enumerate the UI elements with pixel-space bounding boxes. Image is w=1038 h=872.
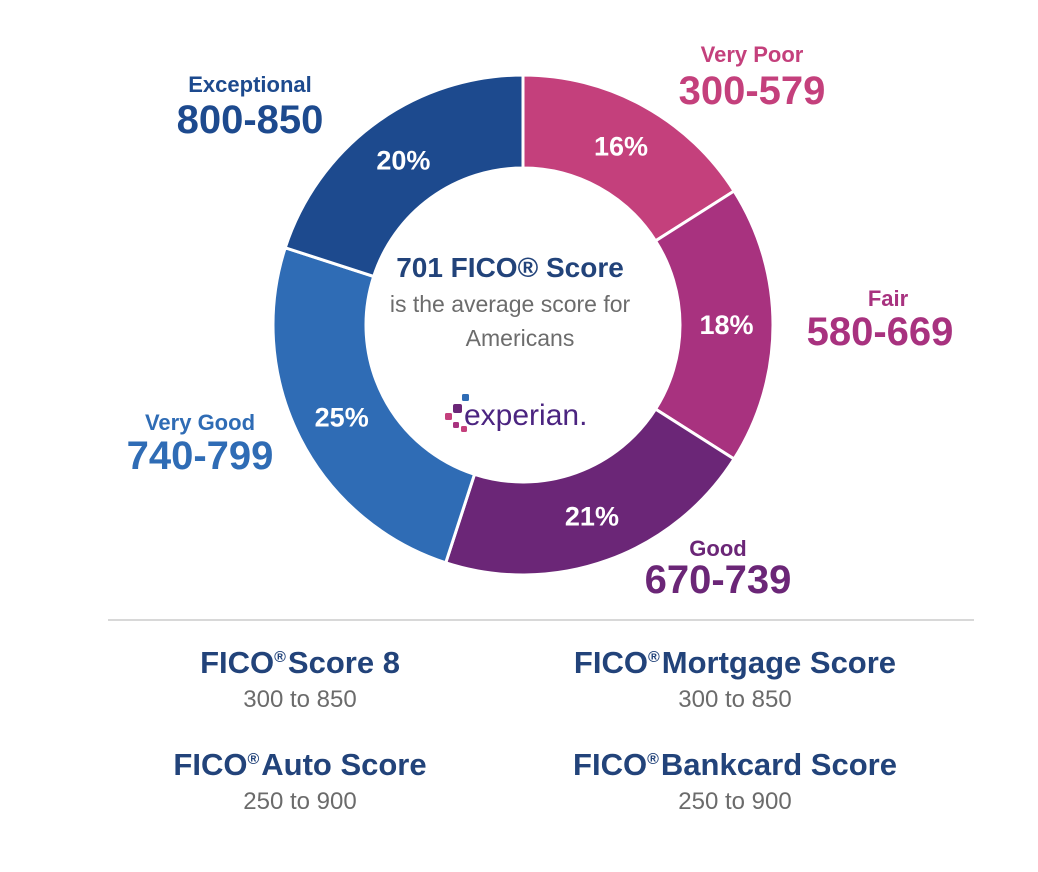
category-range-very-good: 740-799 [127,434,274,478]
category-name-very-poor: Very Poor [701,42,804,67]
donut-segments [271,73,775,577]
center-title: 701 FICO® Score [396,252,624,283]
center-subtitle-line-1: is the average score for [390,291,631,317]
score-name: FICO®Auto Score [173,747,427,782]
category-range-fair: 580-669 [807,310,954,354]
score-fico-bankcard: FICO®Bankcard Score 250 to 900 [525,742,945,817]
category-name-fair: Fair [868,286,909,311]
category-name-very-good: Very Good [145,410,255,435]
segment-percent-label: 16% [594,132,648,162]
donut-segment-exceptional [283,73,525,279]
experian-logo-mark [445,394,469,432]
score-range: 250 to 900 [678,788,792,815]
donut-segment-good [443,407,737,577]
segment-percent-label: 20% [376,145,430,175]
category-range-good: 670-739 [645,558,792,602]
score-range: 300 to 850 [243,686,357,713]
score-fico-mortgage: FICO®Mortgage Score 300 to 850 [525,640,945,715]
segment-percent-label: 25% [315,402,369,432]
segment-percent-label: 18% [699,310,753,340]
center-text: 701 FICO® Score is the average score for… [390,252,631,351]
segment-percent-label: 21% [565,501,619,531]
score-name: FICO®Score 8 [200,645,400,680]
score-fico-8: FICO®Score 8 300 to 850 [90,640,510,715]
score-range: 300 to 850 [678,686,792,713]
experian-logo-text: experian. [464,399,587,432]
section-divider [108,619,974,621]
category-range-very-poor: 300-579 [679,69,826,113]
score-name: FICO®Mortgage Score [573,645,897,680]
experian-logo: experian. [445,394,587,432]
center-subtitle-line-2: Americans [466,325,575,351]
score-name: FICO®Bankcard Score [573,747,897,782]
donut-segment-labels: 16% 18% 21% 25% 20% [315,132,754,532]
score-range: 250 to 900 [243,788,357,815]
category-name-exceptional: Exceptional [188,72,311,97]
category-name-good: Good [689,536,746,561]
donut-segment-very-good [271,245,477,565]
score-fico-auto: FICO®Auto Score 250 to 900 [90,742,510,817]
category-range-exceptional: 800-850 [177,98,324,142]
